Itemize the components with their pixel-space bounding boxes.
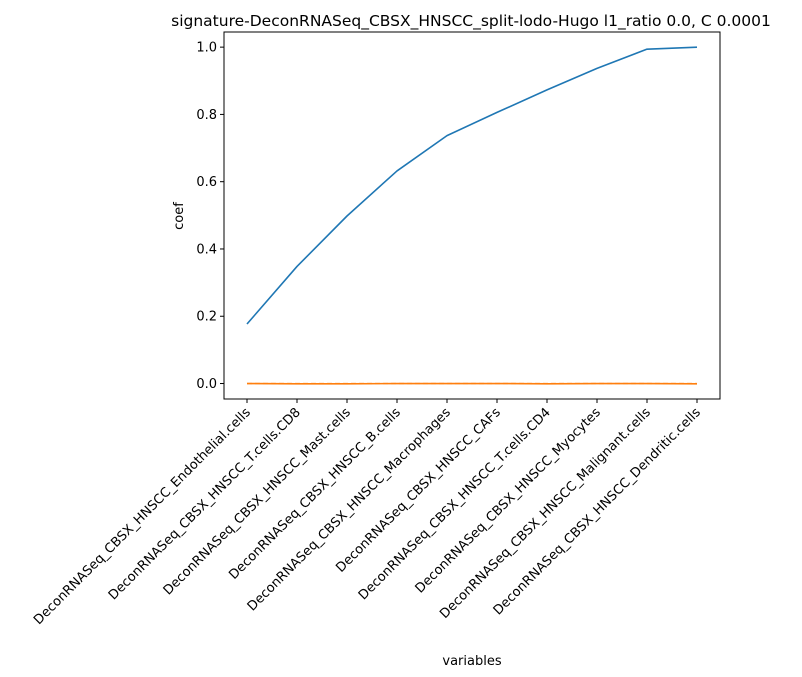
x-tick-label: DeconRNASeq_CBSX_HNSCC_Myocytes <box>413 405 604 596</box>
y-axis: 0.0 0.2 0.4 0.6 0.8 1.0 <box>196 41 224 392</box>
plot-series <box>246 46 698 385</box>
y-tick-label: 0.6 <box>196 175 217 190</box>
y-tick-label: 0.4 <box>196 242 217 257</box>
x-tick-label: DeconRNASeq_CBSX_HNSCC_B.cells <box>226 405 404 583</box>
x-axis: DeconRNASeq_CBSX_HNSCC_Endothelial.cells… <box>31 399 704 628</box>
y-tick-label: 0.0 <box>196 377 217 392</box>
y-tick-label: 0.8 <box>196 108 217 123</box>
series-line-1 <box>246 46 698 325</box>
chart-title: signature-DeconRNASeq_CBSX_HNSCC_split-l… <box>171 12 771 31</box>
y-tick-label: 1.0 <box>196 41 217 56</box>
x-axis-label: variables <box>442 654 501 669</box>
y-tick-label: 0.2 <box>196 310 217 325</box>
x-tick-label: DeconRNASeq_CBSX_HNSCC_Endothelial.cells <box>31 405 254 628</box>
plot-frame <box>223 31 721 400</box>
x-tick-label: DeconRNASeq_CBSX_HNSCC_Mast.cells <box>161 405 354 598</box>
y-axis-label: coef <box>172 202 187 230</box>
